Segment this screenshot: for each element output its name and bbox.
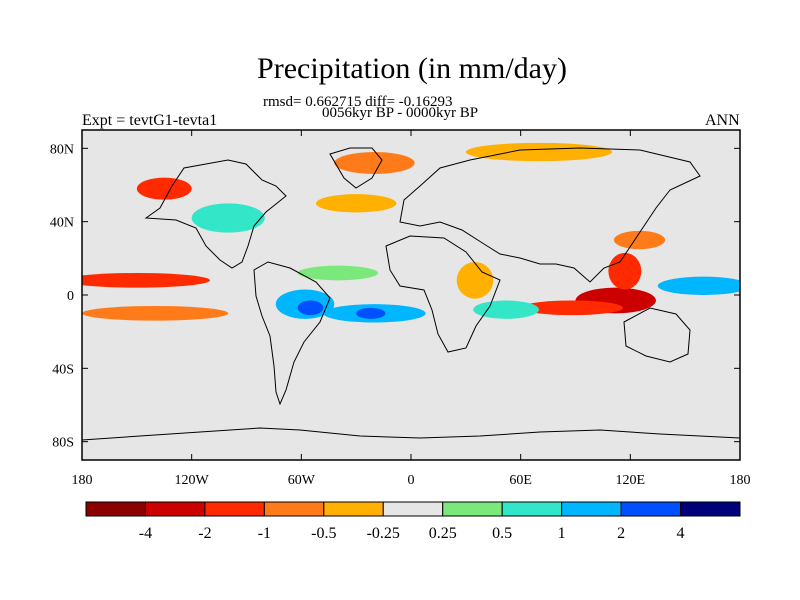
colorbar-box [442, 501, 503, 517]
colorbar-label: -0.5 [311, 525, 336, 542]
colorbar-box [323, 501, 384, 517]
eurasia-coast [399, 147, 701, 283]
coastlines [82, 147, 740, 441]
x-tick-label: 0 [408, 473, 415, 488]
x-tick-label: 180 [730, 473, 751, 488]
region-southern-ocean [118, 386, 704, 417]
precip-regions [82, 142, 740, 417]
region-south-pacific-convergence [82, 306, 229, 321]
chart-title: Precipitation (in mm/day) [257, 52, 567, 85]
colorbar-label: -1 [258, 525, 271, 542]
x-tick-label: 120W [175, 473, 210, 488]
stats-subtitle: rmsd= 0.662715 diff= -0.16293 [263, 94, 453, 110]
x-axis: 180 120W 60W 0 60E 120E 180 [72, 130, 751, 488]
antarctica-coast [82, 427, 740, 441]
colorbar: -4 -2 -1 -0.5 -0.25 0.25 0.5 1 2 4 [85, 501, 741, 542]
region-central-pacific-wet [657, 276, 740, 295]
y-axis: 80N 40N 0 40S 80S [50, 142, 740, 451]
x-tick-label: 60W [288, 473, 316, 488]
region-north-america-central [191, 203, 265, 233]
greenland-coast [329, 147, 383, 189]
region-alaska-coast [136, 177, 192, 200]
y-tick-label: 0 [67, 289, 74, 304]
y-tick-label: 80S [52, 436, 74, 451]
region-indian-ocean-south-band [520, 300, 624, 316]
region-tropical-north-atlantic [297, 265, 379, 281]
region-east-asia-band [613, 230, 666, 250]
region-greenland-iceland [334, 152, 415, 174]
region-western-indian-ocean [473, 300, 539, 319]
colorbar-label: 0.25 [429, 525, 457, 542]
colorbar-label: 4 [677, 525, 685, 542]
period-subtitle: 0056kyr BP - 0000kyr BP [322, 105, 479, 121]
colorbar-box [561, 501, 622, 517]
colorbar-label: -0.25 [367, 525, 400, 542]
x-tick-label: 180 [72, 473, 93, 488]
y-tick-label: 40S [52, 362, 74, 377]
colorbar-box [144, 501, 206, 517]
colorbar-box [501, 501, 563, 517]
colorbar-box [620, 501, 682, 517]
region-amazon-core [297, 300, 324, 316]
region-north-atlantic-storm-track [315, 194, 397, 213]
colorbar-box [680, 501, 741, 517]
colorbar-box [85, 501, 146, 517]
y-tick-label: 40N [50, 216, 74, 231]
region-siberian-arctic [465, 142, 613, 162]
y-tick-label: 80N [50, 142, 74, 157]
region-east-africa [456, 262, 494, 299]
region-south-china-sea [608, 252, 642, 290]
colorbar-label: 1 [558, 525, 566, 542]
colorbar-label: -4 [139, 525, 152, 542]
australia-coast [623, 307, 691, 363]
season-label: ANN [705, 112, 740, 129]
x-tick-label: 120E [616, 473, 646, 488]
africa-coast [385, 235, 501, 353]
south-america-coast [253, 261, 331, 406]
colorbar-label: -2 [198, 525, 211, 542]
colorbar-box [204, 501, 265, 517]
north-america-coast [144, 159, 287, 269]
region-east-pacific-itcz [82, 273, 210, 288]
colorbar-label: 2 [617, 525, 625, 542]
colorbar-label: 0.5 [492, 525, 512, 542]
experiment-label: Expt = tevtG1-tevta1 [82, 112, 218, 129]
x-tick-label: 60E [509, 473, 532, 488]
colorbar-box [263, 501, 325, 517]
region-atlantic-core [356, 307, 386, 319]
colorbar-box [382, 501, 444, 517]
